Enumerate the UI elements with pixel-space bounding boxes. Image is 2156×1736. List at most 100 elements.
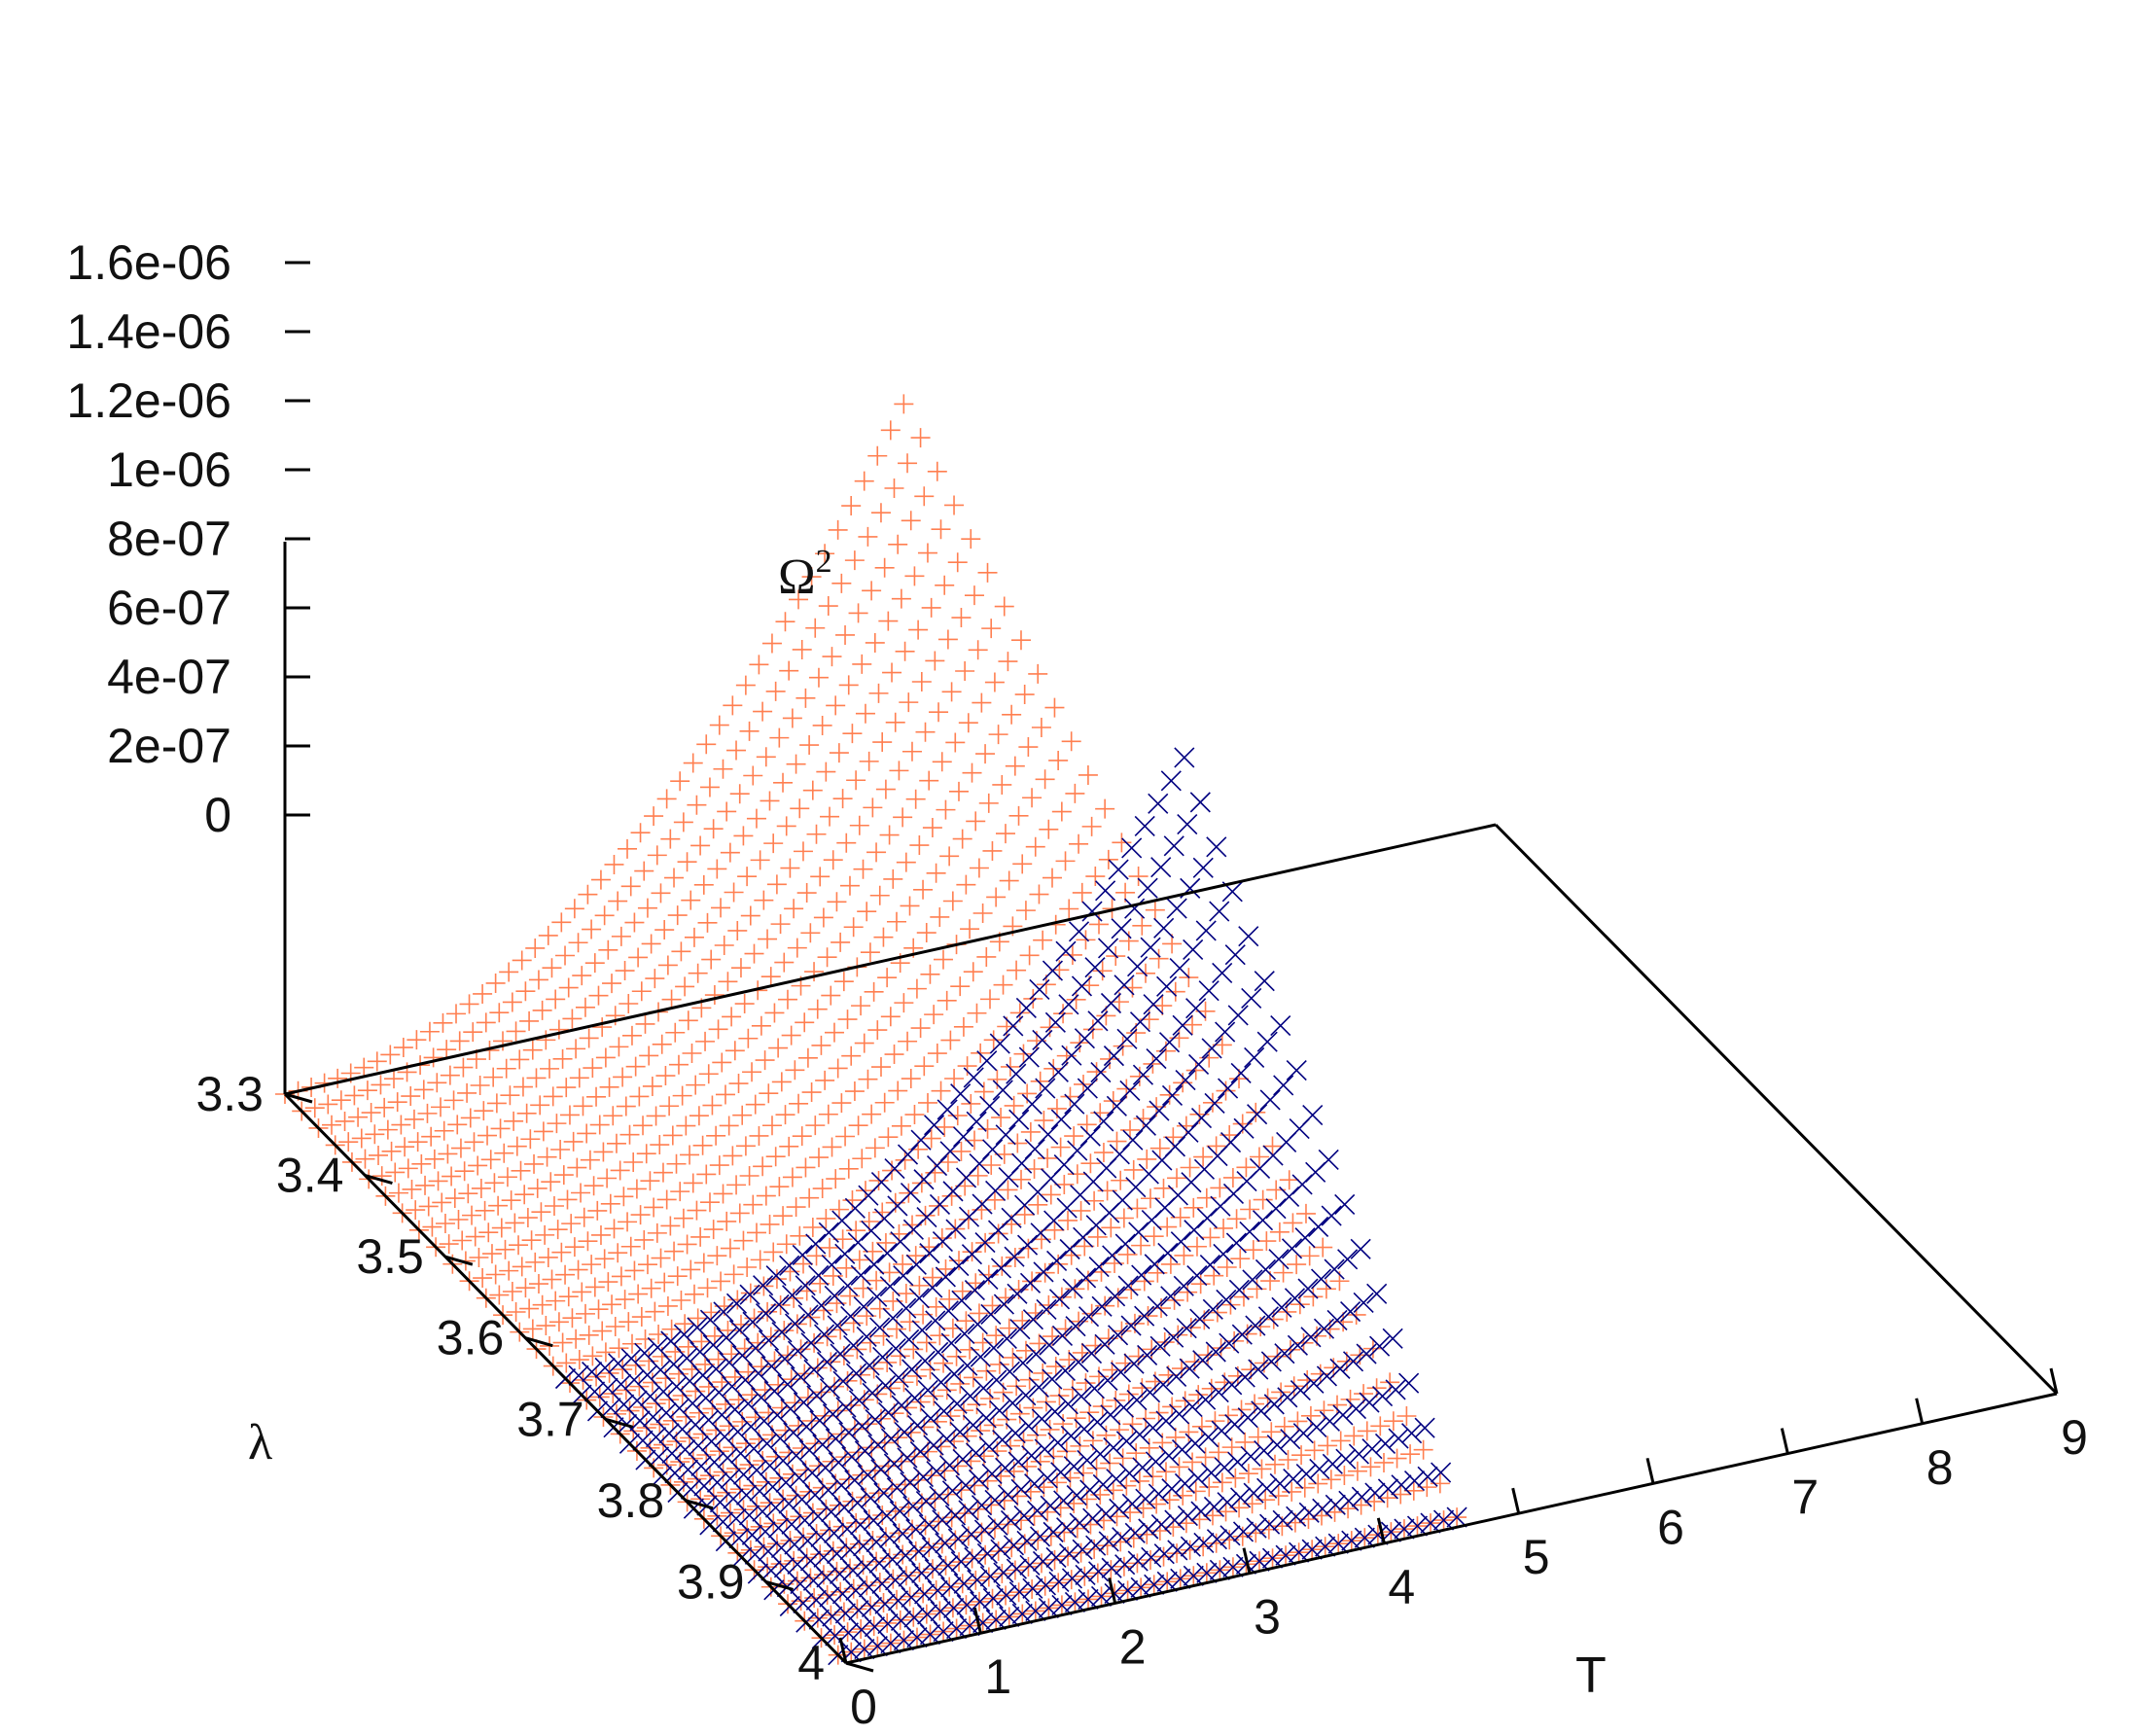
- blue-cross-point: [1219, 1332, 1240, 1354]
- blue-cross-point: [1301, 1539, 1323, 1560]
- blue-cross-point: [1341, 1530, 1362, 1551]
- orange-plus-point: [1029, 884, 1049, 904]
- blue-cross-point: [1134, 1305, 1155, 1327]
- orange-plus-point: [1178, 1282, 1198, 1302]
- blue-cross-point: [1038, 1597, 1059, 1619]
- orange-plus-point: [935, 575, 955, 595]
- blue-cross-point: [975, 1407, 997, 1429]
- orange-plus-point: [670, 1182, 690, 1202]
- blue-cross-point: [853, 1536, 874, 1557]
- orange-plus-point: [613, 1360, 633, 1380]
- orange-plus-point: [502, 992, 522, 1012]
- orange-plus-point: [598, 939, 619, 960]
- orange-plus-point: [765, 1147, 786, 1167]
- orange-plus-point: [833, 972, 854, 992]
- orange-plus-point: [712, 1052, 732, 1073]
- orange-plus-point: [977, 1118, 998, 1139]
- orange-plus-point: [1018, 737, 1039, 758]
- orange-plus-point: [888, 1081, 908, 1101]
- orange-plus-point: [906, 978, 927, 999]
- orange-plus-point: [656, 1189, 677, 1210]
- blue-cross-point: [784, 1313, 806, 1334]
- orange-plus-point: [867, 1020, 888, 1041]
- orange-plus-point: [1002, 704, 1022, 725]
- orange-plus-point: [891, 1451, 911, 1471]
- blue-cross-point: [864, 1254, 885, 1275]
- blue-cross-point: [1303, 1372, 1325, 1394]
- blue-cross-point: [1284, 1288, 1306, 1309]
- blue-cross-point: [1275, 1544, 1296, 1566]
- blue-cross-point: [1032, 1550, 1054, 1572]
- orange-plus-point: [611, 926, 631, 946]
- blue-cross-point: [1117, 1579, 1139, 1601]
- t-tick-mark: [1780, 1428, 1789, 1454]
- blue-cross-point: [1113, 974, 1135, 996]
- blue-cross-point: [1380, 1521, 1401, 1542]
- blue-cross-point: [1318, 1149, 1339, 1171]
- blue-cross-point: [1155, 1410, 1177, 1432]
- blue-cross-point: [1211, 1420, 1232, 1441]
- blue-cross-point: [900, 1471, 921, 1493]
- orange-plus-point: [490, 1118, 511, 1139]
- orange-plus-point: [866, 1551, 887, 1572]
- orange-plus-point: [962, 1548, 982, 1569]
- orange-plus-point: [1030, 1451, 1050, 1471]
- orange-plus-point: [870, 1057, 891, 1078]
- orange-plus-point: [958, 1526, 978, 1546]
- blue-cross-point: [752, 1501, 773, 1522]
- orange-plus-point: [1183, 1452, 1203, 1472]
- orange-plus-point: [873, 1326, 894, 1346]
- orange-plus-point: [711, 898, 731, 918]
- blue-cross-point: [803, 1359, 825, 1381]
- blue-cross-point: [1047, 1432, 1069, 1453]
- blue-cross-point: [1351, 1486, 1372, 1507]
- orange-plus-point: [552, 1048, 573, 1069]
- blue-cross-point: [669, 1398, 690, 1419]
- blue-cross-point: [1120, 1315, 1142, 1336]
- blue-cross-point: [1184, 1220, 1205, 1241]
- orange-plus-point: [960, 919, 980, 939]
- orange-plus-point: [702, 1095, 723, 1116]
- orange-plus-point: [637, 1255, 657, 1275]
- orange-plus-point: [404, 1109, 424, 1129]
- blue-cross-point: [981, 1463, 1003, 1485]
- orange-plus-point: [551, 1242, 572, 1262]
- blue-cross-point: [910, 1129, 932, 1151]
- orange-plus-point: [840, 1286, 861, 1306]
- orange-plus-point: [541, 1172, 561, 1192]
- base-back-edge: [284, 823, 1497, 1096]
- orange-plus-point: [500, 1085, 520, 1106]
- orange-plus-point: [449, 1031, 470, 1051]
- blue-cross-point: [1212, 962, 1233, 983]
- blue-cross-point: [1015, 997, 1037, 1019]
- orange-plus-point: [454, 1161, 475, 1182]
- orange-plus-point: [598, 1272, 619, 1293]
- blue-cross-point: [867, 1435, 889, 1456]
- orange-plus-point: [1171, 1359, 1191, 1379]
- orange-plus-point: [896, 1284, 916, 1304]
- orange-plus-point: [852, 654, 872, 674]
- orange-plus-point: [645, 1301, 665, 1322]
- orange-plus-point: [440, 1065, 460, 1085]
- orange-plus-point: [826, 1169, 846, 1189]
- blue-cross-point: [793, 1392, 814, 1413]
- orange-plus-point: [1123, 1159, 1144, 1180]
- blue-cross-point: [914, 1583, 936, 1605]
- blue-cross-point: [711, 1404, 732, 1426]
- orange-plus-point: [432, 1192, 452, 1213]
- orange-plus-point: [878, 611, 899, 631]
- blue-cross-point: [760, 1455, 781, 1476]
- blue-cross-point: [1097, 1369, 1118, 1391]
- blue-cross-point: [875, 1374, 897, 1397]
- orange-plus-point: [880, 1378, 901, 1399]
- blue-cross-point: [866, 1286, 888, 1307]
- z-tick-label: 2e-07: [107, 719, 231, 773]
- blue-cross-point: [1024, 1138, 1045, 1160]
- blue-cross-point: [996, 1328, 1017, 1350]
- orange-plus-point: [1256, 1231, 1277, 1252]
- orange-plus-point: [546, 1291, 566, 1311]
- blue-cross-point: [951, 1290, 972, 1311]
- blue-cross-point: [1369, 1335, 1391, 1357]
- orange-plus-point: [331, 1090, 351, 1111]
- blue-cross-point: [839, 1540, 861, 1561]
